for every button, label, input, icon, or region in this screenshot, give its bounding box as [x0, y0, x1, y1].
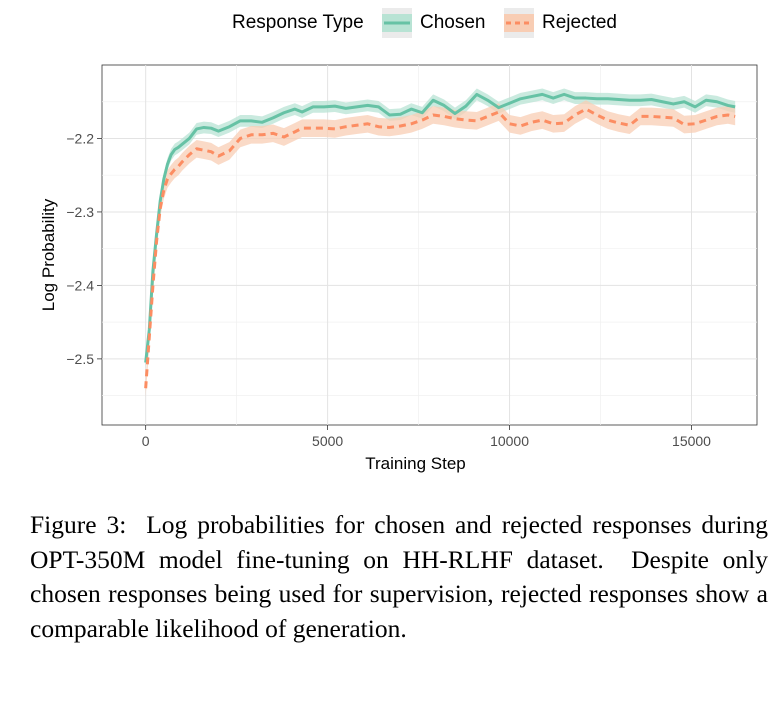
y-tick-label: −2.5 [66, 351, 94, 367]
legend-label-chosen: Chosen [420, 12, 486, 33]
y-tick-label: −2.3 [66, 204, 94, 220]
y-tick-label: −2.4 [66, 277, 94, 293]
x-tick-label: 0 [142, 433, 150, 449]
chart-legend: Response Type Chosen Rejected [0, 8, 784, 40]
x-tick-label: 10000 [490, 433, 529, 449]
legend-label-rejected: Rejected [542, 12, 617, 33]
line-chart: 0 5000 10000 15000 −2.5 −2.4 −2.3 −2.2 Training … [39, 64, 758, 473]
x-axis-title: Training Step [365, 454, 465, 473]
legend-title: Response Type [232, 12, 364, 33]
legend-key-rejected [504, 8, 534, 38]
x-tick-label: 15000 [672, 433, 711, 449]
legend-key-chosen [382, 8, 412, 38]
series-line-rejected [144, 107, 736, 389]
series-line-chosen [144, 92, 736, 363]
figure-caption: Figure 3: Log probabilities for chosen a… [30, 510, 768, 643]
x-tick-label: 5000 [312, 433, 343, 449]
y-tick-label: −2.2 [66, 130, 94, 146]
y-axis-title: Log Probability [39, 198, 58, 311]
